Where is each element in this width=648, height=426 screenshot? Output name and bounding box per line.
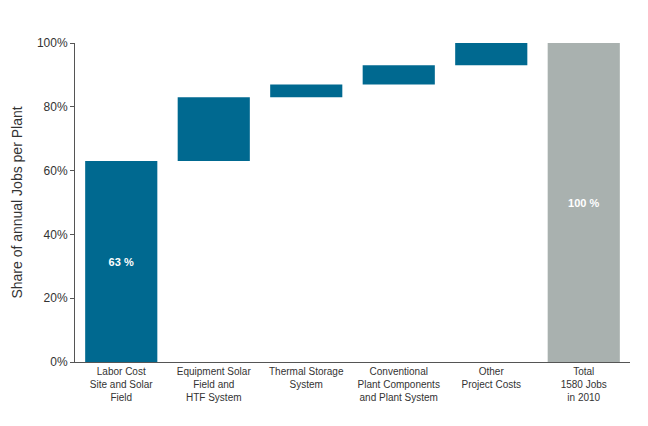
svg-text:Thermal StorageSystem: Thermal StorageSystem <box>269 366 344 390</box>
svg-text:Labor CostSite and SolarField: Labor CostSite and SolarField <box>90 366 153 403</box>
svg-text:40%: 40% <box>44 228 68 242</box>
svg-text:OtherProject Costs: OtherProject Costs <box>462 366 521 390</box>
svg-text:100%: 100% <box>37 36 68 50</box>
svg-text:0%: 0% <box>50 355 68 369</box>
svg-text:Equipment SolarField andHTF Sy: Equipment SolarField andHTF System <box>177 366 252 403</box>
svg-text:80%: 80% <box>44 100 68 114</box>
svg-text:60%: 60% <box>44 164 68 178</box>
svg-text:63 %: 63 % <box>109 256 134 268</box>
svg-text:20%: 20% <box>44 291 68 305</box>
svg-text:100 %: 100 % <box>568 197 599 209</box>
svg-text:ConventionalPlant Componentsan: ConventionalPlant Componentsand Plant Sy… <box>358 366 440 403</box>
svg-text:Share of annual Jobs per Plant: Share of annual Jobs per Plant <box>9 106 25 298</box>
svg-text:Total1580 Jobsin 2010: Total1580 Jobsin 2010 <box>561 366 607 403</box>
